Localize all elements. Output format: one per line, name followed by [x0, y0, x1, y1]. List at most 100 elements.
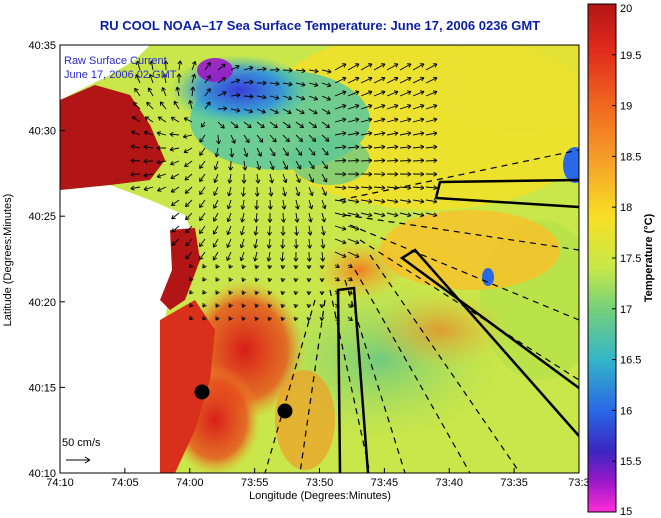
current-vector-arrow: [295, 121, 304, 128]
dashed-radial-1: [339, 149, 579, 201]
transect-lines: [264, 149, 579, 473]
current-vector-head: [248, 65, 254, 71]
current-vector-arrow: [171, 225, 180, 233]
current-vector-arrow: [347, 303, 353, 308]
current-vector-arrow: [199, 160, 206, 169]
current-vector-arrow: [321, 225, 325, 236]
current-vector-arrow: [184, 186, 193, 194]
current-vector-arrow: [143, 146, 154, 149]
current-vector-head: [202, 316, 207, 321]
current-vector-arrow: [230, 134, 236, 144]
current-vector-arrow: [282, 212, 285, 223]
current-vector-arrow: [399, 160, 412, 162]
current-vector-arrow: [360, 63, 373, 71]
current-vector-head: [367, 103, 373, 109]
current-vector-arrow: [217, 107, 227, 110]
current-vector-head: [297, 151, 303, 156]
current-vector-arrow: [256, 108, 266, 114]
x-tick-label: 74:10: [46, 477, 74, 489]
current-vector-head: [406, 103, 412, 109]
current-vector-arrow: [386, 63, 399, 71]
current-vector-head: [199, 242, 204, 248]
current-vector-arrow: [243, 121, 252, 129]
current-vector-head: [163, 60, 169, 65]
colorbar-tick-label: 18: [620, 202, 632, 214]
current-vector-arrow: [256, 121, 265, 129]
current-vector-arrow: [425, 186, 438, 189]
current-vector-arrow: [136, 60, 141, 71]
current-vector-arrow: [360, 146, 373, 149]
current-vector-head: [253, 244, 259, 249]
current-vector-head: [220, 124, 225, 129]
current-vector-arrow: [334, 251, 347, 258]
current-vector-head: [199, 229, 204, 235]
sst-coastal-strip: [160, 228, 200, 310]
current-vector-head: [380, 63, 386, 68]
current-vector-head: [406, 76, 412, 82]
current-vector-head: [241, 277, 247, 282]
current-vector-head: [282, 192, 287, 197]
current-vector-arrow: [334, 199, 347, 203]
current-vector-head: [298, 137, 304, 143]
current-vector-head: [280, 303, 286, 308]
current-vector-arrow: [243, 95, 254, 98]
current-vector-arrow: [135, 74, 141, 84]
current-vector-arrow: [269, 186, 272, 197]
current-vector-head: [348, 316, 353, 322]
current-vector-head: [299, 123, 304, 129]
current-vector-arrow: [243, 81, 254, 84]
current-vector-head: [342, 185, 347, 191]
current-vector-arrow: [425, 199, 438, 203]
current-vector-head: [185, 241, 190, 247]
current-vector-head: [406, 63, 412, 68]
current-vector-head: [381, 117, 386, 123]
current-vector-arrow: [360, 160, 373, 162]
current-vector-head: [240, 192, 246, 197]
current-vector-head: [293, 290, 299, 296]
current-vector-arrow: [308, 173, 314, 183]
current-vector-head: [213, 204, 218, 209]
current-vector-arrow: [204, 88, 211, 97]
current-vector-arrow: [360, 118, 373, 123]
current-vector-arrow: [308, 82, 319, 87]
current-vector-head: [433, 144, 438, 150]
current-vector-head: [326, 109, 331, 115]
current-vector-head: [294, 218, 300, 223]
current-vector-head: [284, 151, 289, 157]
current-vector-arrow: [176, 86, 180, 97]
current-vector-head: [294, 231, 299, 236]
current-vector-head: [420, 185, 425, 191]
current-vector-arrow: [217, 134, 220, 145]
current-vector-arrow: [185, 212, 193, 221]
current-vector-head: [306, 278, 312, 283]
x-tick-label: 74:05: [111, 477, 139, 489]
current-vector-head: [368, 131, 373, 136]
current-vector-arrow: [228, 186, 232, 197]
current-vector-head: [307, 218, 313, 223]
current-vector-arrow: [189, 100, 193, 110]
current-vector-head: [320, 257, 326, 262]
current-vector-head: [173, 100, 178, 106]
current-vector-head: [199, 164, 204, 169]
current-vector-head: [380, 103, 386, 109]
current-vector-arrow: [170, 160, 180, 165]
current-vector-head: [320, 231, 326, 236]
current-vector-head: [300, 109, 305, 115]
current-vector-head: [432, 76, 438, 82]
current-vector-arrow: [213, 212, 219, 222]
current-vector-head: [183, 148, 189, 154]
current-vector-head: [287, 109, 292, 115]
current-vector-arrow: [321, 95, 331, 101]
current-vector-arrow: [347, 212, 360, 217]
current-vector-arrow: [399, 146, 412, 149]
y-tick-label: 40:15: [28, 382, 56, 394]
current-vector-head: [171, 228, 176, 233]
current-vector-arrow: [204, 62, 211, 71]
current-vector-head: [394, 212, 399, 218]
current-vector-head: [433, 131, 438, 136]
current-vector-arrow: [228, 173, 232, 184]
transect-box-south: [336, 286, 370, 473]
current-vector-arrow: [215, 147, 219, 158]
current-vector-head: [169, 146, 174, 152]
current-vector-head: [394, 198, 399, 204]
